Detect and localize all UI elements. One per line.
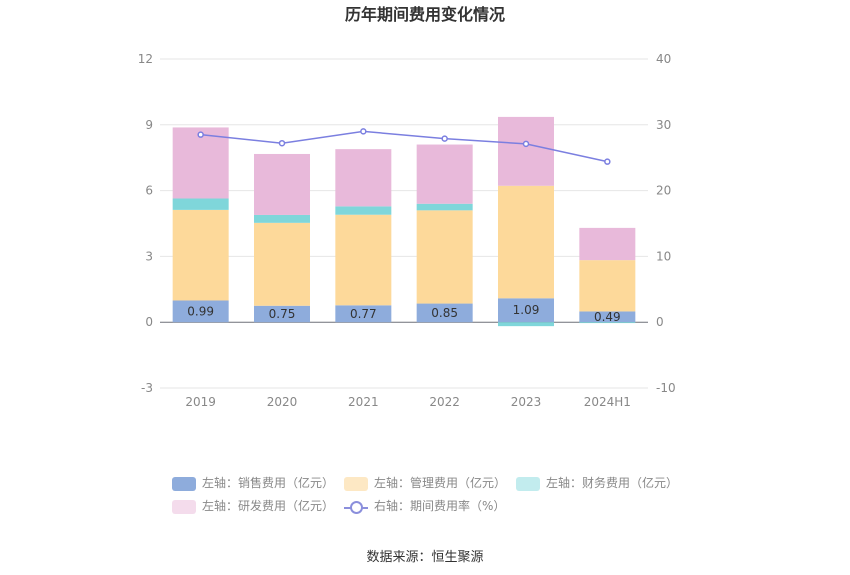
rate-line-path [200,130,608,163]
legend-item-sales[interactable]: 左轴：销售费用（亿元） [172,475,334,491]
bar-segment [579,322,636,324]
bar-segment [416,210,473,304]
legend-label: 右轴：期间费用率（%） [374,499,506,513]
rate-line-point [604,158,611,165]
bar-segment [254,305,310,323]
legend-label: 左轴：财务费用（亿元） [546,476,679,490]
bar-segment [416,303,473,323]
left-tick-label: 0 [145,315,153,329]
bar-segment [172,209,229,301]
x-axis-ticks: 2019 2020 2021 2022 2023 2024H1 [185,395,631,409]
chart-title: 历年期间费用变化情况 [345,5,505,24]
left-tick-label: -3 [141,381,153,395]
data-labels: 0.99 0.75 0.77 0.85 1.09 0.49 [187,303,620,324]
x-tick-label: 2023 [511,395,542,409]
x-tick-label: 2021 [348,395,379,409]
x-tick-label: 2019 [185,395,216,409]
legend-swatch [516,476,540,491]
right-tick-label: -10 [656,381,676,395]
x-tick-label: 2020 [267,395,298,409]
bar-data-label: 1.09 [513,303,540,317]
right-axis-ticks: -10 0 10 20 30 40 [656,52,676,395]
right-tick-label: 0 [656,315,664,329]
rate-line [197,128,611,165]
rate-line-point [441,135,448,142]
bar-segment [416,203,473,211]
legend-item-rnd[interactable]: 左轴：研发费用（亿元） [172,498,334,514]
bar-segment [579,311,636,323]
bars [172,116,636,327]
bar-segment [172,127,229,199]
left-tick-label: 12 [138,52,153,66]
bar-data-label: 0.75 [269,307,296,321]
bar-segment [254,153,310,215]
right-tick-label: 10 [656,249,671,263]
bar-segment [416,144,473,204]
rate-line-point [197,131,204,138]
right-tick-label: 40 [656,52,671,66]
legend-item-finance[interactable]: 左轴：财务费用（亿元） [516,475,678,491]
bar-segment [172,198,229,210]
bar-segment [498,322,554,327]
bar-segment [498,185,554,299]
left-axis-ticks: -3 0 3 6 9 12 [138,52,153,395]
rate-line-point [522,140,530,148]
right-tick-label: 30 [656,118,671,132]
bar-segment [254,214,310,223]
bar-segment [498,116,554,186]
right-tick-label: 20 [656,184,671,198]
legend-swatch [172,476,196,491]
bar-segment [335,206,392,215]
bar-segment [335,305,392,323]
left-tick-label: 9 [145,118,153,132]
legend-line-icon [344,500,368,514]
bar-segment [254,222,310,306]
left-tick-label: 6 [145,184,153,198]
bar-segment [172,300,229,323]
legend-label: 左轴：研发费用（亿元） [202,499,335,513]
left-tick-label: 3 [145,249,153,263]
legend-item-rate[interactable]: 右轴：期间费用率（%） [344,498,505,514]
source-note: 数据来源：恒生聚源 [366,550,484,565]
bar-data-label: 0.85 [431,306,458,320]
rate-line-point [278,139,286,147]
legend-swatch [344,476,368,491]
bar-data-label: 0.77 [350,307,377,321]
x-tick-label: 2024H1 [584,395,631,409]
bar-segment [335,214,392,306]
bar-segment [498,298,554,323]
rate-line-point [360,128,367,135]
bar-segment [579,260,636,312]
legend-item-admin[interactable]: 左轴：管理费用（亿元） [344,475,506,491]
bar-data-label: 0.99 [187,304,214,318]
x-tick-label: 2022 [429,395,460,409]
legend-swatch [172,499,196,514]
bar-segment [579,227,636,261]
bar-data-label: 0.49 [594,310,621,324]
bar-segment [335,149,392,207]
legend-label: 左轴：管理费用（亿元） [374,476,507,490]
grid [160,58,648,389]
legend-label: 左轴：销售费用（亿元） [202,476,335,490]
